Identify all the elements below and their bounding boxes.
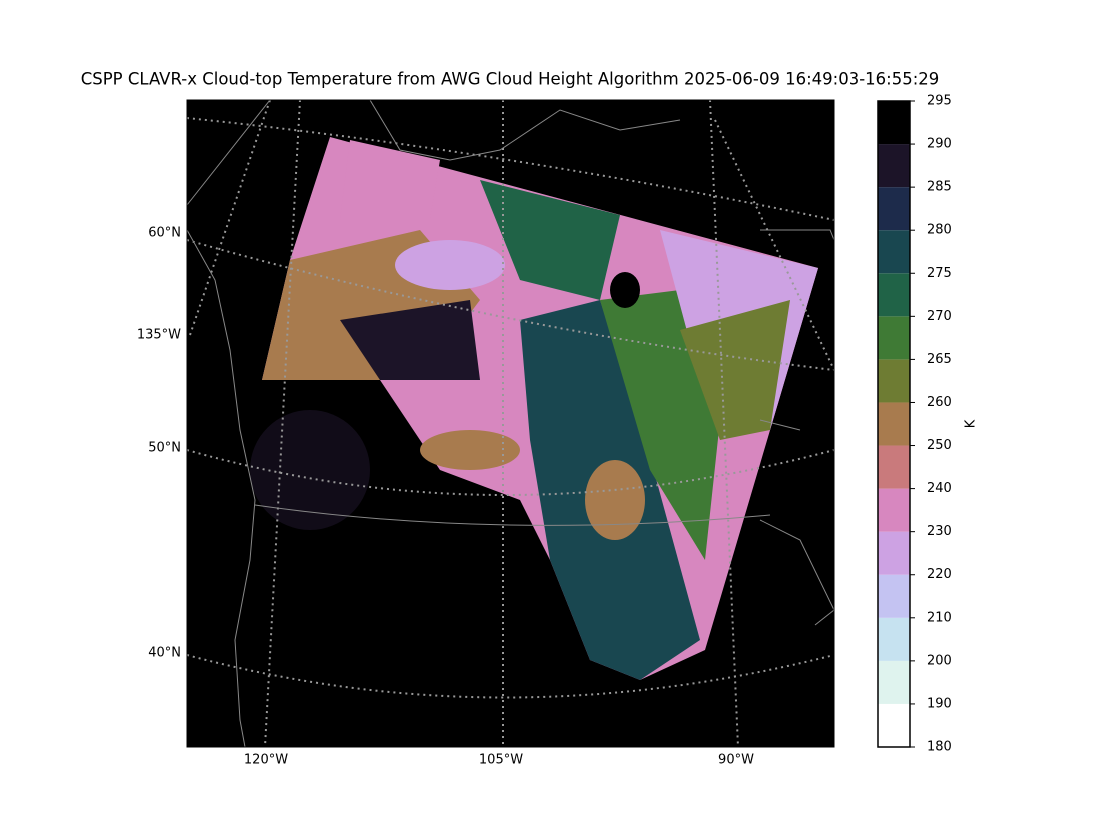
map-title: CSPP CLAVR-x Cloud-top Temperature from … [81,70,940,89]
lon-label: 120°W [244,753,288,768]
colorbar-tick-label: 210 [927,610,952,625]
colorbar: 180 190 200 210 220 230 240 250 260 265 270 275 280 2… [877,94,952,755]
lat-label: 60°N [148,226,181,241]
colorbar-tick-label: 230 [927,524,952,539]
lon-label: 90°W [718,753,754,768]
color-swatch [878,187,910,231]
colorbar-tick-label: 240 [927,481,952,496]
colorbar-tick-label: 270 [927,309,952,324]
color-swatch [878,101,910,145]
map-frame [186,99,835,748]
color-swatch [878,144,910,188]
colorbar-tick-label: 275 [927,266,952,281]
color-swatch [878,273,910,317]
colorbar-tick-label: 290 [927,137,952,152]
color-swatch [878,574,910,618]
lon-label: 135°W [137,328,181,343]
lon-label: 105°W [479,753,523,768]
colorbar-tick-label: 285 [927,180,952,195]
colorbar-tick-label: 190 [927,696,952,711]
color-swatch [878,316,910,360]
color-swatch [878,488,910,532]
color-swatch [878,660,910,704]
color-swatch [878,617,910,661]
color-swatch [878,359,910,403]
color-swatch [878,230,910,274]
map: 60°N 50°N 40°N 135°W 120°W 105°W 90°W [137,99,835,768]
lat-label: 40°N [148,646,181,661]
colorbar-tick-label: 180 [927,740,952,755]
colorbar-tick-label: 220 [927,567,952,582]
colorbar-tick-label: 265 [927,352,952,367]
colorbar-tick-label: 280 [927,223,952,238]
color-swatch [878,445,910,489]
colorbar-frame [877,100,911,748]
colorbar-tick-label: 200 [927,653,952,668]
satellite-swath [250,137,818,680]
colorbar-label: K [964,419,979,428]
colorbar-tick-label: 295 [927,94,952,109]
color-swatch [878,531,910,575]
colorbar-tick-label: 250 [927,438,952,453]
color-swatch [878,402,910,446]
color-swatch [878,703,910,747]
colorbar-tick-label: 260 [927,395,952,410]
lat-label: 50°N [148,441,181,456]
